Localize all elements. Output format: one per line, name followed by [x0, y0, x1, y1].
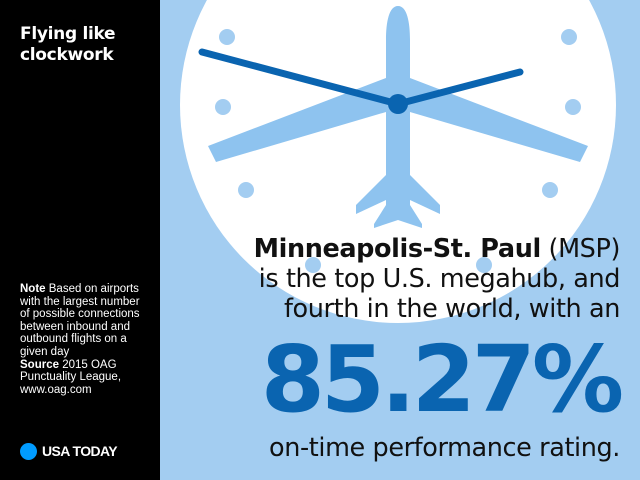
clock-markers [215, 29, 581, 273]
headline-line-2: is the top U.S. megahub, and [258, 264, 621, 294]
airport-code: (MSP) [548, 234, 621, 264]
clock-icon [180, 0, 616, 323]
stat-value: 85.27% [260, 326, 624, 433]
note-label: Note [20, 283, 46, 295]
clock-center [388, 94, 408, 114]
sidebar: Flying like clockwork Note Based on airp… [0, 0, 160, 480]
note-block: Note Based on airports with the largest … [20, 283, 150, 396]
headline-line-3: fourth in the world, with an [283, 294, 620, 324]
source-label: Source [20, 358, 59, 371]
main-panel: Minneapolis-St. Paul (MSP) is the top U.… [160, 0, 640, 480]
usa-today-dot-icon [20, 442, 37, 460]
clock-hands [198, 48, 524, 108]
headline: Minneapolis-St. Paul (MSP) is the top U.… [160, 234, 621, 324]
note-text: Based on airports with the largest numbe… [20, 283, 140, 358]
airplane-icon [208, 6, 588, 228]
airport-name: Minneapolis-St. Paul [253, 234, 542, 264]
brand-name: USA TODAY [42, 443, 118, 459]
headline-line-1: Minneapolis-St. Paul (MSP) [160, 234, 621, 264]
infographic-title: Flying like clockwork [20, 24, 116, 65]
stat-caption: on-time performance rating. [269, 433, 620, 463]
usa-today-logo: USA TODAY [20, 442, 118, 460]
source-text: 2015 OAG Punctuality League, www.oag.com [20, 358, 122, 396]
